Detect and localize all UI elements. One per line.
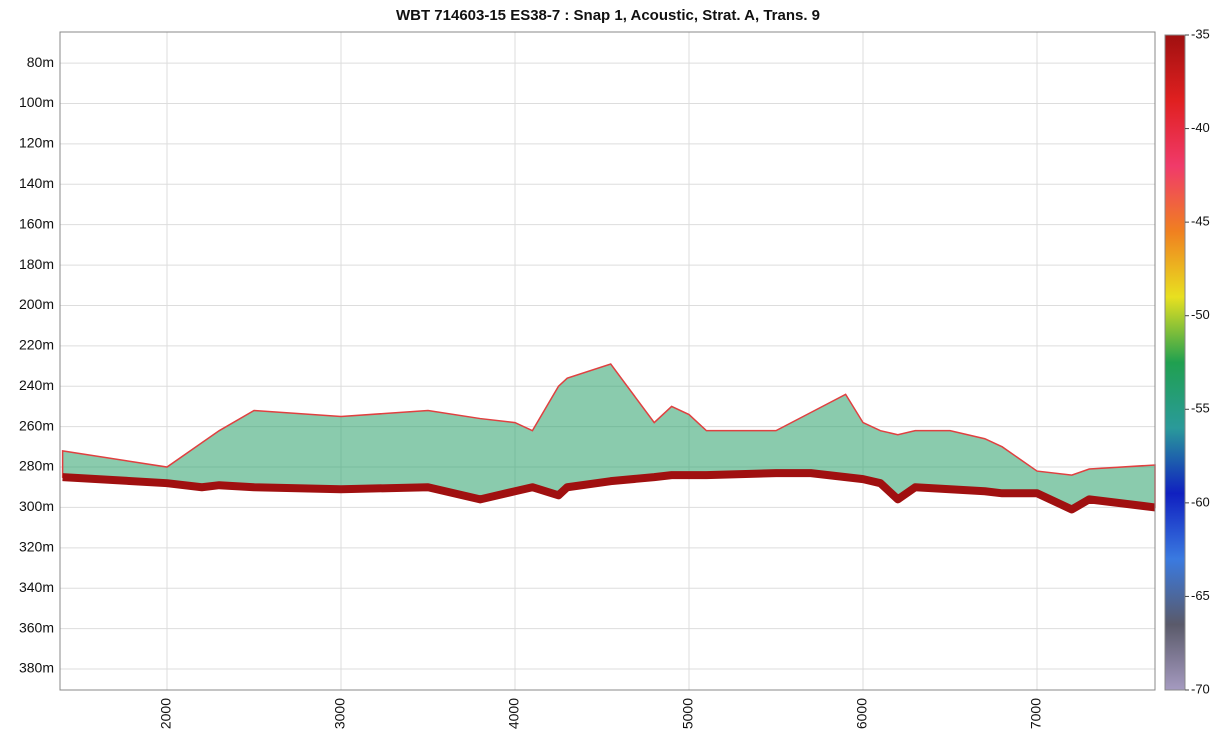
plot-frame (59, 31, 1156, 691)
y-tick-label: 180m (19, 256, 54, 272)
y-tick-label: 340m (19, 579, 54, 595)
x-tick-label: 6000 (854, 698, 870, 729)
y-tick-label: 300m (19, 498, 54, 514)
plot-area (60, 32, 1155, 690)
y-tick-label: 320m (19, 539, 54, 555)
y-tick-label: 120m (19, 135, 54, 151)
chart-title: WBT 714603-15 ES38-7 : Snap 1, Acoustic,… (396, 7, 820, 24)
y-tick-label: 160m (19, 215, 54, 231)
y-tick-label: 280m (19, 458, 54, 474)
colorbar-tick-label: -50 (1191, 307, 1210, 322)
y-tick-label: 100m (19, 94, 54, 110)
y-tick-label: 200m (19, 296, 54, 312)
colorbar-tick-label: -70 (1191, 681, 1210, 696)
y-tick-label: 380m (19, 660, 54, 676)
x-tick-label: 4000 (506, 698, 522, 729)
seabed-line (62, 469, 1156, 514)
x-tick-label: 3000 (332, 698, 348, 729)
colorbar-tick-label: -55 (1191, 401, 1210, 416)
x-tick-label: 7000 (1028, 698, 1044, 729)
y-tick-label: 360m (19, 619, 54, 635)
y-tick-label: 220m (19, 337, 54, 353)
colorbar-tick-label: -35 (1191, 26, 1210, 41)
x-tick-label: 2000 (158, 698, 174, 729)
x-tick-label: 5000 (680, 698, 696, 729)
y-tick-label: 240m (19, 377, 54, 393)
colorbar-tick-label: -65 (1191, 588, 1210, 603)
colorbar-tick-label: -45 (1191, 214, 1210, 229)
colorbar (1164, 34, 1186, 691)
colorbar-tick-label: -60 (1191, 494, 1210, 509)
y-tick-label: 260m (19, 417, 54, 433)
y-tick-label: 80m (27, 54, 54, 70)
y-tick-label: 140m (19, 175, 54, 191)
colorbar-tick-label: -40 (1191, 120, 1210, 135)
